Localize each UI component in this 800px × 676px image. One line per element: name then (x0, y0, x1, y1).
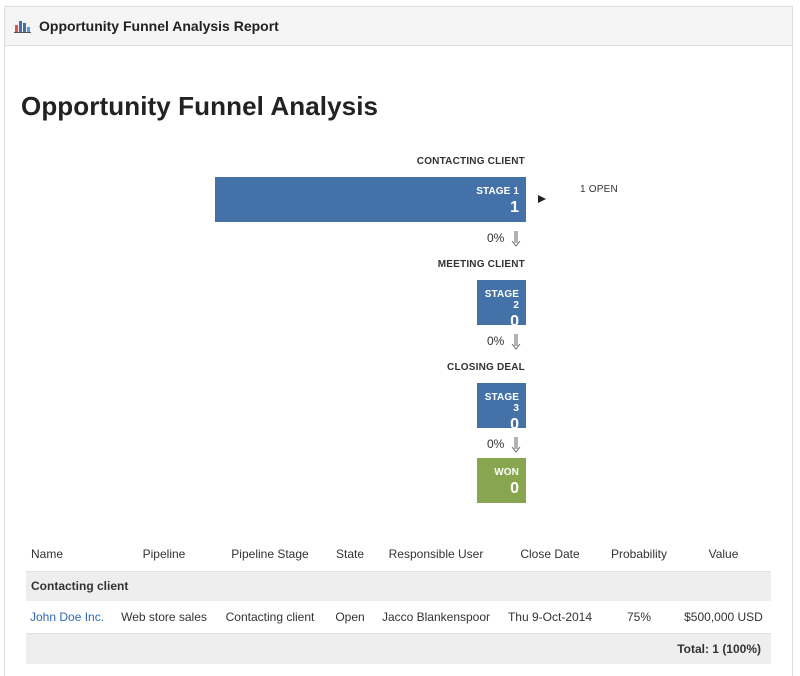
cell-state: Open (335, 609, 365, 624)
opportunity-table: Name Pipeline Pipeline Stage State Respo… (26, 537, 771, 664)
stage-2-conversion: 0% (487, 334, 505, 348)
stage-3-bar[interactable]: STAGE 3 0 (477, 383, 526, 433)
bar-chart-icon (14, 19, 31, 33)
stage-3-name: STAGE 3 (484, 392, 519, 414)
stage-1-conversion: 0% (487, 231, 505, 245)
stage-1-open-count[interactable]: 1 OPEN (580, 184, 618, 195)
stage-1-count: 1 (510, 199, 519, 216)
group-row: Contacting client (26, 571, 771, 601)
opportunity-name-link[interactable]: John Doe Inc. (30, 609, 105, 624)
column-header-probability[interactable]: Probability (602, 537, 676, 572)
cell-pipeline-stage: Contacting client (225, 609, 315, 624)
column-header-name[interactable]: Name (26, 537, 114, 572)
stage-2-label: MEETING CLIENT (437, 259, 525, 270)
total-row: Total: 1 (100%) (26, 632, 771, 664)
stage-1-label: CONTACTING CLIENT (416, 156, 525, 167)
won-bar[interactable]: WON 0 (477, 458, 526, 503)
stage-3-count: 0 (510, 416, 519, 433)
total-label: Total: 1 (100%) (26, 632, 771, 664)
column-header-close-date[interactable]: Close Date (498, 537, 602, 572)
stage-2-count: 0 (510, 313, 519, 330)
cell-pipeline: Web store sales (121, 609, 207, 624)
report-title: Opportunity Funnel Analysis (21, 91, 379, 121)
group-label: Contacting client (26, 571, 771, 601)
column-header-pipeline-stage[interactable]: Pipeline Stage (214, 537, 326, 572)
right-arrow-icon (538, 195, 546, 203)
cell-close-date: Thu 9-Oct-2014 (507, 609, 593, 624)
down-arrow-icon (511, 231, 521, 247)
cell-probability: 75% (626, 609, 652, 624)
column-header-responsible-user[interactable]: Responsible User (374, 537, 498, 572)
table-row: John Doe Inc. Web store sales Contacting… (26, 601, 771, 633)
down-arrow-icon (511, 334, 521, 350)
column-header-state[interactable]: State (326, 537, 374, 572)
stage-2-name: STAGE 2 (484, 289, 519, 311)
stage-3-conversion: 0% (487, 437, 505, 451)
table-header-row: Name Pipeline Pipeline Stage State Respo… (26, 537, 771, 572)
column-header-value[interactable]: Value (676, 537, 771, 572)
stage-3-label: CLOSING DEAL (447, 362, 525, 373)
panel-title: Opportunity Funnel Analysis Report (39, 18, 279, 34)
down-arrow-icon (511, 437, 521, 453)
column-header-pipeline[interactable]: Pipeline (114, 537, 214, 572)
stage-1-bar[interactable]: STAGE 1 1 (215, 177, 526, 222)
won-count: 0 (510, 480, 519, 497)
stage-1-name: STAGE 1 (476, 186, 519, 197)
cell-value: $500,000 USD (684, 609, 763, 624)
cell-responsible-user: Jacco Blankenspoor (381, 609, 491, 624)
panel-header: Opportunity Funnel Analysis Report (5, 7, 792, 46)
won-name: WON (494, 467, 519, 478)
stage-2-bar[interactable]: STAGE 2 0 (477, 280, 526, 330)
